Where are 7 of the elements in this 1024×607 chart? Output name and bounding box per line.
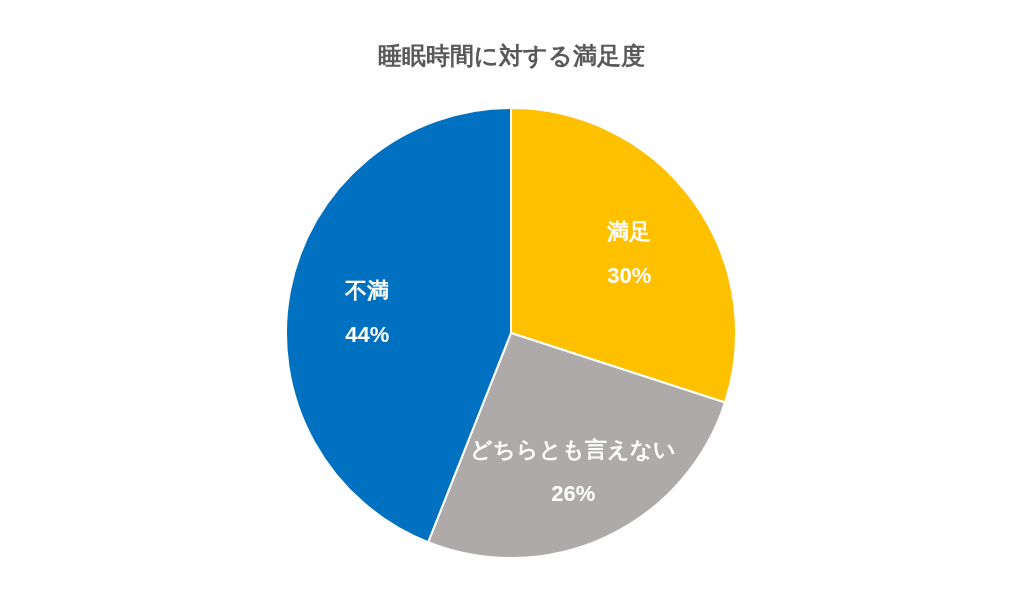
slice-label: 不満 [344, 277, 390, 303]
chart-title: 睡眠時間に対する満足度 [377, 42, 645, 69]
data-label: 26% [551, 481, 596, 507]
slice-label: どちらとも言えない [470, 437, 677, 463]
data-label: 44% [345, 321, 390, 347]
slice-label: 満足 [606, 219, 652, 245]
data-label: 30% [607, 263, 652, 289]
